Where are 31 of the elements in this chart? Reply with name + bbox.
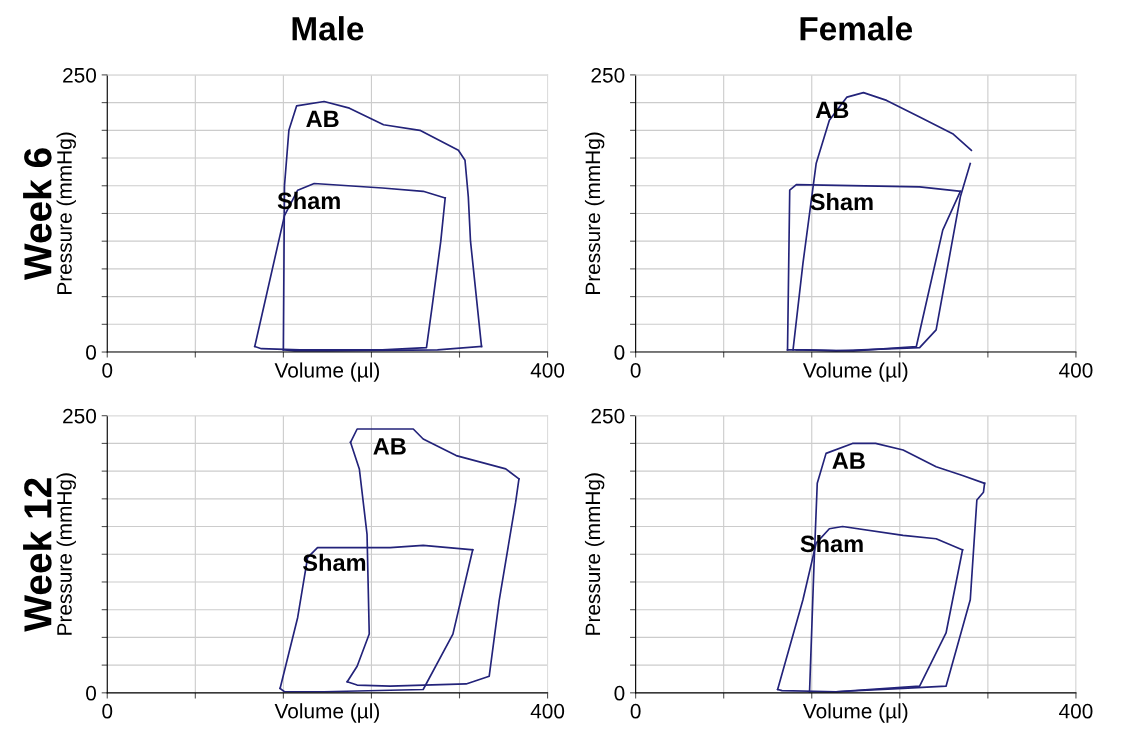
y-tick-label: 250 [63,67,97,83]
text: Week 12 [23,478,52,632]
chart-title: Male [292,16,364,41]
chart-title: Female [800,16,913,41]
y-axis-title: Pressure (mmHg) [584,132,605,294]
x-axis-title: Volume (µl) [802,703,908,723]
x-tick-label: 400 [530,703,565,719]
y-tick-label: 250 [63,408,97,424]
x-tick-label: 0 [102,363,113,378]
y-tick-label: 0 [86,345,97,360]
y-tick-label: 250 [591,67,625,83]
y-axis-title: Pressure (mmHg) [56,473,76,635]
series-label: AB [306,110,339,127]
x-tick-label: 400 [530,363,565,378]
x-axis-title: Volume (µl) [274,362,380,382]
x-axis-title: Volume (µl) [274,703,380,723]
series-label: AB [373,438,406,455]
x-axis-title: Volume (µl) [802,362,908,382]
text: Week 6 [23,148,52,281]
series-label: AB [832,452,865,469]
y-tick-label: 250 [591,408,625,424]
y-tick-label: 0 [614,345,625,360]
y-axis-title: Pressure (mmHg) [584,473,605,635]
y-tick-label: 0 [86,685,97,701]
y-tick-label: 0 [614,685,625,701]
y-axis-title: Pressure (mmHg) [56,132,76,294]
x-tick-label: 400 [1059,703,1093,719]
x-tick-label: 0 [630,363,641,378]
x-tick-label: 0 [102,703,113,719]
x-tick-label: 400 [1059,363,1093,378]
x-tick-label: 0 [630,703,641,719]
